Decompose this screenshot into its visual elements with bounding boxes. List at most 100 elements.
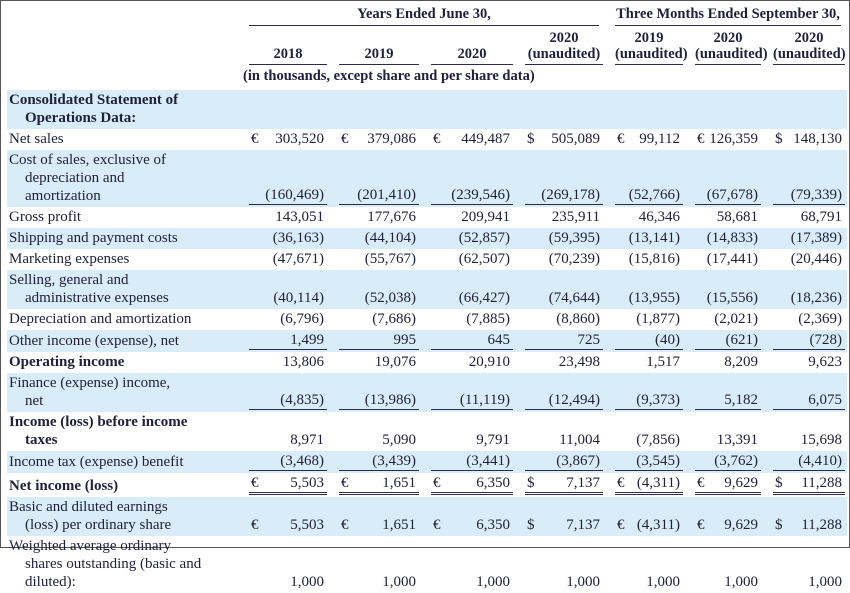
row-label: Gross profit xyxy=(9,209,82,225)
table-cell: (11,119) xyxy=(431,391,513,410)
table-cell: (44,104) xyxy=(339,229,419,247)
table-cell: 177,676 xyxy=(339,208,419,226)
table-cell: (9,373) xyxy=(615,391,683,410)
currency-symbol: € xyxy=(697,131,705,147)
table-cell: 20,910 xyxy=(431,353,513,371)
currency-symbol: $ xyxy=(775,475,783,491)
table-cell: (70,239) xyxy=(525,250,603,268)
row-label: Income tax (expense) benefit xyxy=(9,454,184,470)
currency-symbol: € xyxy=(251,517,259,533)
cell-value: (160,469) xyxy=(265,187,324,203)
cell-value: (9,373) xyxy=(636,392,680,408)
table-cell: (728) xyxy=(773,331,846,350)
table-cell: (3,545) xyxy=(615,452,683,471)
cell-value: 177,676 xyxy=(367,209,416,225)
cell-value: 1,651 xyxy=(382,475,416,491)
currency-symbol: € xyxy=(433,517,441,533)
table-cell: 9,623 xyxy=(773,353,845,371)
cell-value: (239,546) xyxy=(451,187,510,203)
table-cell: 1,517 xyxy=(615,353,683,371)
cell-value: 46,346 xyxy=(638,209,680,225)
table-cell: (47,671) xyxy=(249,250,327,268)
currency-symbol: € xyxy=(341,131,349,147)
unaudited-note: (unaudited) xyxy=(773,46,846,62)
cell-value: (3,762) xyxy=(714,453,758,469)
table-cell: (55,767) xyxy=(339,250,419,268)
units-note: (in thousands, except share and per shar… xyxy=(243,68,535,84)
table-cell: (17,441) xyxy=(695,250,761,268)
table-cell: (74,644) xyxy=(525,289,603,307)
cell-value: 148,130 xyxy=(793,131,843,147)
cell-value: (12,494) xyxy=(548,392,600,408)
cell-value: 5,503 xyxy=(290,475,324,491)
table-cell: 8,209 xyxy=(695,353,761,371)
table-cell: (7,686) xyxy=(339,310,419,328)
currency-symbol: $ xyxy=(527,131,535,147)
cell-value: 1,651 xyxy=(382,517,416,533)
currency-symbol: € xyxy=(341,475,349,491)
cell-value: 5,182 xyxy=(724,392,758,408)
year-label: 2020 xyxy=(549,30,579,46)
table-cell: (40,114) xyxy=(249,289,327,307)
cell-value: 1,000 xyxy=(724,574,758,590)
table-cell: (2,021) xyxy=(695,310,761,328)
table-cell: 19,076 xyxy=(339,353,419,371)
table-row: Operating income 13,806 19,076 20,910 23,498… xyxy=(7,352,847,373)
table-cell: (13,986) xyxy=(339,391,419,410)
cell-value: 23,498 xyxy=(558,354,600,370)
table-cell: 15,698 xyxy=(773,431,845,449)
year-label: 2020 xyxy=(713,30,743,46)
table-cell: 209,941 xyxy=(431,208,513,226)
row-label: Net sales xyxy=(9,131,64,147)
col-header-q-2019-unaudited: 2019 (unaudited) xyxy=(615,30,688,65)
cell-value: (7,856) xyxy=(636,432,680,448)
table-cell: (269,178) xyxy=(525,186,603,205)
table-row: Selling, general and administrative expe… xyxy=(7,270,848,309)
cell-value: 20,910 xyxy=(468,354,510,370)
cell-value: (52,038) xyxy=(364,290,416,306)
table-row: Cost of sales, exclusive of depreciation… xyxy=(7,150,848,207)
cell-value: (40) xyxy=(655,332,680,348)
table-cell: 1,000 xyxy=(525,573,603,591)
col-group-three-months: Three Months Ended September 30, xyxy=(615,6,842,26)
financial-table: Years Ended June 30, Three Months Ended … xyxy=(7,6,848,593)
table-cell: (160,469) xyxy=(249,186,327,205)
table-cell: (6,796) xyxy=(249,310,327,328)
cell-value: 126,359 xyxy=(709,131,758,147)
row-label: Basic and diluted earnings (loss) per or… xyxy=(9,499,172,533)
table-cell: €126,359 xyxy=(695,130,761,148)
cell-value: 8,971 xyxy=(290,432,324,448)
table-cell: (1,877) xyxy=(615,310,683,328)
table-cell: (20,446) xyxy=(773,250,845,268)
cell-value: (4,311) xyxy=(636,517,680,533)
cell-value: (14,833) xyxy=(706,230,758,246)
cell-value: (52,857) xyxy=(458,230,510,246)
cell-value: (8,860) xyxy=(556,311,600,327)
cell-value: (3,441) xyxy=(466,453,510,469)
table-cell: (2,369) xyxy=(773,310,845,328)
cell-value: (17,389) xyxy=(790,230,843,246)
cell-value: 5,090 xyxy=(382,432,416,448)
table-cell: (3,867) xyxy=(525,452,603,471)
currency-symbol: $ xyxy=(775,131,783,147)
table-cell: $11,288 xyxy=(773,516,845,534)
table-cell: 1,000 xyxy=(431,573,513,591)
table-row: Gross profit 143,051 177,676 209,941 235,911… xyxy=(7,207,847,228)
col-header-2020: 2020 xyxy=(431,46,513,65)
cell-value: (3,545) xyxy=(636,453,680,469)
currency-symbol: € xyxy=(617,517,625,533)
cell-value: (3,439) xyxy=(372,453,416,469)
table-cell: (14,833) xyxy=(695,229,761,247)
unaudited-note: (unaudited) xyxy=(615,46,688,62)
table-cell: $7,137 xyxy=(525,516,603,534)
table-cell: (201,410) xyxy=(339,186,419,205)
table-cell: €6,350 xyxy=(431,474,513,495)
row-label: Net income (loss) xyxy=(9,478,119,494)
cell-value: 9,629 xyxy=(724,517,758,533)
cell-value: (66,427) xyxy=(458,290,510,306)
table-cell: 725 xyxy=(525,331,603,350)
column-group-row: Years Ended June 30, Three Months Ended … xyxy=(7,6,847,26)
cell-value: 7,137 xyxy=(566,517,600,533)
row-label: Finance (expense) income, net xyxy=(9,375,171,409)
table-cell: 58,681 xyxy=(695,208,761,226)
